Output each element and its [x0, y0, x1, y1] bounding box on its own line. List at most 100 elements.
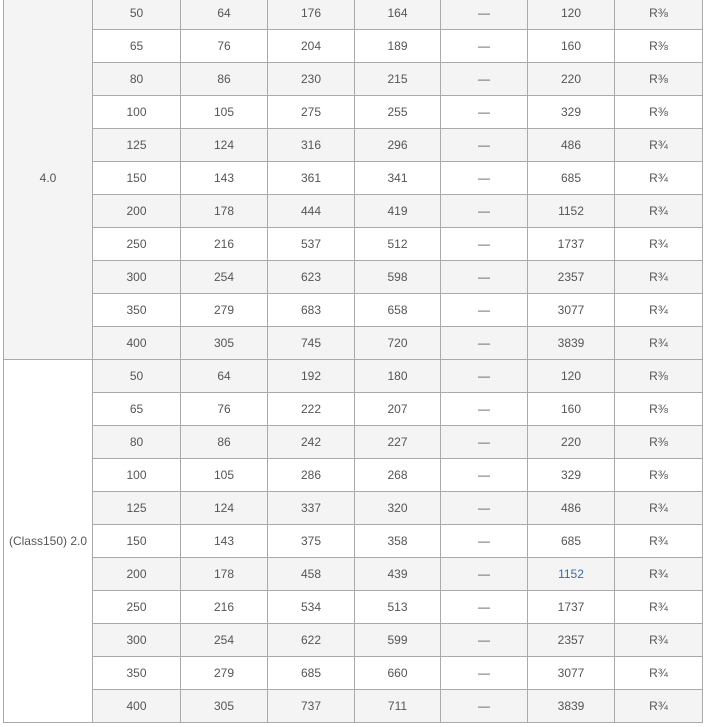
col-5-cell: — — [440, 227, 528, 261]
col-5-cell: — — [440, 359, 528, 393]
col-5-cell: — — [440, 656, 528, 690]
weight-cell: 685 — [527, 524, 615, 558]
outer-diameter-cell: 305 — [180, 326, 268, 360]
ring-type-cell: R¾ — [614, 293, 703, 327]
weight-cell: 2357 — [527, 623, 615, 657]
weight-cell: 120 — [527, 359, 615, 393]
nominal-size-cell: 300 — [92, 623, 181, 657]
flange-outer-diameter-cell: 683 — [267, 293, 355, 327]
weight-cell: 220 — [527, 425, 615, 459]
nominal-size-cell: 150 — [92, 161, 181, 195]
weight-cell: 3077 — [527, 656, 615, 690]
nominal-size-cell: 100 — [92, 458, 181, 492]
flange-outer-diameter-cell: 737 — [267, 689, 355, 723]
ring-type-cell: R⅜ — [614, 392, 703, 426]
table-row: 80 86 230 215—220 R⅜ — [4, 62, 703, 96]
bolt-circle-cell: 255 — [354, 95, 441, 129]
table-row: 4.0 50 64 176 164—120 R⅜ — [3, 0, 703, 360]
weight-cell: 3839 — [527, 689, 615, 723]
bolt-circle-cell: 598 — [354, 260, 441, 294]
bolt-circle-cell: 268 — [354, 458, 441, 492]
flange-outer-diameter-cell: 230 — [267, 62, 355, 96]
outer-diameter-cell: 254 — [180, 623, 268, 657]
outer-diameter-cell: 124 — [180, 128, 268, 162]
bolt-circle-cell: 296 — [354, 128, 441, 162]
ring-type-cell: R¾ — [614, 227, 703, 261]
bolt-circle-cell: 512 — [354, 227, 441, 261]
col-5-cell: — — [440, 689, 528, 723]
col-5-cell: — — [440, 260, 528, 294]
outer-diameter-cell: 178 — [180, 194, 268, 228]
weight-cell: 685 — [527, 161, 615, 195]
table-row: 150 143 361 341—685 R¾ — [4, 161, 703, 195]
flange-outer-diameter-cell: 361 — [267, 161, 355, 195]
table-row: 350 279 685 660—3077 R¾ — [4, 656, 703, 690]
flange-outer-diameter-cell: 242 — [267, 425, 355, 459]
bolt-circle-cell: 227 — [354, 425, 441, 459]
flange-outer-diameter-cell: 622 — [267, 623, 355, 657]
col-5-cell: — — [440, 0, 528, 30]
flange-outer-diameter-cell: 337 — [267, 491, 355, 525]
col-5-cell: — — [440, 425, 528, 459]
bolt-circle-cell: 419 — [354, 194, 441, 228]
outer-diameter-cell: 64 — [180, 359, 268, 393]
flange-outer-diameter-cell: 275 — [267, 95, 355, 129]
flange-outer-diameter-cell: 623 — [267, 260, 355, 294]
nominal-size-cell: 80 — [92, 62, 181, 96]
table-row: 80 86 242 227—220 R⅜ — [4, 425, 703, 459]
ring-type-cell: R⅜ — [614, 29, 703, 63]
outer-diameter-cell: 143 — [180, 161, 268, 195]
table-row: 300 254 622 599—2357 R¾ — [4, 623, 703, 657]
bolt-circle-cell: 215 — [354, 62, 441, 96]
ring-type-cell: R¾ — [614, 194, 703, 228]
nominal-size-cell: 65 — [92, 29, 181, 63]
weight-cell: 3077 — [527, 293, 615, 327]
table-row: 65 76 204 189—160 R⅜ — [4, 29, 703, 63]
col-5-cell: — — [440, 95, 528, 129]
ring-type-cell: R¾ — [614, 656, 703, 690]
outer-diameter-cell: 305 — [180, 689, 268, 723]
weight-cell: 486 — [527, 128, 615, 162]
ring-type-cell: R⅜ — [614, 0, 703, 30]
ring-type-cell: R¾ — [614, 326, 703, 360]
bolt-circle-cell: 711 — [354, 689, 441, 723]
bolt-circle-cell: 439 — [354, 557, 441, 591]
flange-outer-diameter-cell: 458 — [267, 557, 355, 591]
outer-diameter-cell: 105 — [180, 95, 268, 129]
ring-type-cell: R¾ — [614, 590, 703, 624]
outer-diameter-cell: 254 — [180, 260, 268, 294]
ring-type-cell: R¾ — [614, 524, 703, 558]
flange-outer-diameter-cell: 537 — [267, 227, 355, 261]
table-row: 250 216 537 512—1737 R¾ — [4, 227, 703, 261]
nominal-size-cell: 200 — [92, 194, 181, 228]
outer-diameter-cell: 279 — [180, 293, 268, 327]
weight-cell: 220 — [527, 62, 615, 96]
flange-outer-diameter-cell: 444 — [267, 194, 355, 228]
outer-diameter-cell: 86 — [180, 425, 268, 459]
flange-outer-diameter-cell: 534 — [267, 590, 355, 624]
bolt-circle-cell: 207 — [354, 392, 441, 426]
col-5-cell: — — [440, 392, 528, 426]
specifications-table: 4.0 50 64 176 164—120 R⅜ 65 76 204 189—160 R⅜ 80 86 2… — [3, 0, 703, 723]
weight-cell: 329 — [527, 458, 615, 492]
nominal-size-cell: 250 — [92, 227, 181, 261]
col-5-cell: — — [440, 491, 528, 525]
outer-diameter-cell: 124 — [180, 491, 268, 525]
flange-outer-diameter-cell: 192 — [267, 359, 355, 393]
bolt-circle-cell: 180 — [354, 359, 441, 393]
nominal-size-cell: 125 — [92, 491, 181, 525]
nominal-size-cell: 350 — [92, 656, 181, 690]
col-5-cell: — — [440, 293, 528, 327]
table-row: (Class150) 2.0 50 64 192 180—120 R⅜ — [3, 359, 703, 723]
bolt-circle-cell: 358 — [354, 524, 441, 558]
col-5-cell: — — [440, 458, 528, 492]
ring-type-cell: R⅜ — [614, 458, 703, 492]
weight-cell: 3839 — [527, 326, 615, 360]
bolt-circle-cell: 599 — [354, 623, 441, 657]
table-row: 400 305 745 720—3839 R¾ — [4, 326, 703, 360]
ring-type-cell: R¾ — [614, 689, 703, 723]
flange-outer-diameter-cell: 222 — [267, 392, 355, 426]
bolt-circle-cell: 320 — [354, 491, 441, 525]
nominal-size-cell: 65 — [92, 392, 181, 426]
outer-diameter-cell: 76 — [180, 392, 268, 426]
